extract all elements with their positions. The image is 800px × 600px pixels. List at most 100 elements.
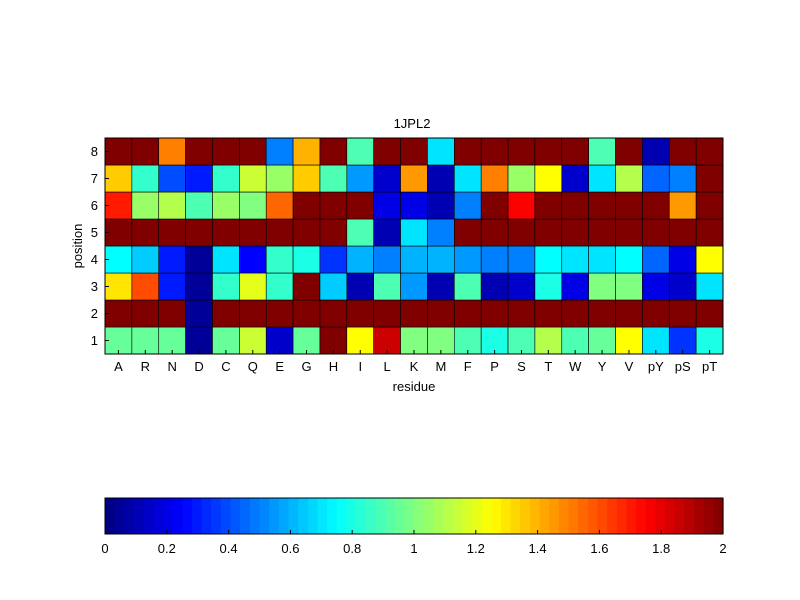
colorbar-swatch: [278, 498, 290, 534]
heatmap-cell-N-1: [158, 326, 186, 355]
colorbar-tick-label: 1.6: [590, 541, 608, 556]
colorbar-swatch: [336, 498, 348, 534]
heatmap-cell-Y-2: [588, 299, 616, 328]
heatmap-cell-V-6: [615, 191, 643, 220]
heatmap-cell-Q-8: [239, 137, 267, 166]
heatmap-cell-S-5: [507, 218, 536, 247]
y-tick-label-8: 8: [91, 144, 98, 159]
x-tick-label-L: L: [384, 359, 391, 374]
colorbar-swatch: [597, 498, 608, 534]
colorbar-swatch: [249, 498, 261, 534]
heatmap-cell-K-5: [400, 218, 428, 247]
heatmap-cell-pS-3: [668, 272, 697, 301]
heatmap-cell-T-2: [534, 299, 563, 328]
heatmap-cell-F-2: [453, 299, 482, 328]
heatmap-cell-pY-4: [642, 245, 670, 274]
heatmap-cell-W-3: [561, 272, 589, 301]
heatmap-cell-W-2: [561, 299, 589, 328]
colorbar-swatch: [394, 498, 405, 534]
colorbar-swatch: [182, 498, 193, 534]
heatmap-cell-T-1: [534, 326, 563, 355]
colorbar-swatch: [471, 498, 483, 534]
heatmap-cell-M-2: [427, 299, 455, 328]
heatmap-cell-N-7: [158, 164, 186, 193]
x-tick-label-W: W: [569, 359, 582, 374]
heatmap-cell-F-7: [453, 164, 482, 193]
heatmap-cell-pT-6: [695, 191, 724, 220]
colorbar-swatch: [607, 498, 618, 534]
heatmap-cell-N-2: [158, 299, 186, 328]
colorbar-swatch: [230, 498, 241, 534]
heatmap-cell-D-7: [185, 164, 213, 193]
heatmap-cell-V-3: [615, 272, 643, 301]
colorbar-swatch: [568, 498, 579, 534]
heatmap-cell-E-8: [265, 137, 294, 166]
colorbar-swatch: [655, 498, 666, 534]
heatmap-cell-S-4: [507, 245, 536, 274]
colorbar-swatch: [558, 498, 570, 534]
heatmap-cell-C-2: [212, 299, 240, 328]
colorbar-swatch: [626, 498, 637, 534]
heatmap-cell-R-8: [131, 137, 160, 166]
x-axis-label: residue: [393, 379, 436, 394]
heatmap-cell-S-7: [507, 164, 536, 193]
heatmap-cell-V-5: [615, 218, 643, 247]
colorbar-swatch: [462, 498, 473, 534]
colorbar-tick-label: 0.2: [158, 541, 176, 556]
colorbar-swatch: [452, 498, 463, 534]
heatmap-cell-E-3: [265, 272, 294, 301]
colorbar-swatch: [327, 498, 338, 534]
heatmap-cell-G-2: [292, 299, 321, 328]
colorbar-swatch: [404, 498, 415, 534]
heatmap-cell-K-6: [400, 191, 428, 220]
heatmap-cell-L-3: [373, 272, 401, 301]
colorbar-swatch: [211, 498, 222, 534]
heatmap-cell-M-4: [427, 245, 455, 274]
heatmap-cell-pS-6: [668, 191, 697, 220]
x-tick-label-V: V: [625, 359, 634, 374]
heatmap-cell-I-4: [346, 245, 374, 274]
heatmap-cell-E-7: [265, 164, 294, 193]
colorbar-swatch: [616, 498, 628, 534]
y-tick-label-4: 4: [91, 252, 98, 267]
heatmap-cell-C-4: [212, 245, 240, 274]
heatmap-cell-Q-6: [239, 191, 267, 220]
heatmap-cell-D-3: [185, 272, 213, 301]
colorbar-swatch: [298, 498, 309, 534]
y-tick-label-5: 5: [91, 225, 98, 240]
heatmap-cell-pY-8: [642, 137, 670, 166]
colorbar-tick-label: 0.8: [343, 541, 361, 556]
heatmap-cell-S-6: [507, 191, 536, 220]
heatmap-cell-G-3: [292, 272, 321, 301]
colorbar-swatch: [713, 498, 724, 534]
colorbar-swatch: [694, 498, 705, 534]
heatmap-cell-N-5: [158, 218, 186, 247]
heatmap-cell-K-4: [400, 245, 428, 274]
heatmap-cell-A-4: [104, 245, 133, 274]
heatmap-cell-R-6: [131, 191, 160, 220]
heatmap-cell-R-5: [131, 218, 160, 247]
colorbar-swatch: [201, 498, 212, 534]
heatmap-cell-R-4: [131, 245, 160, 274]
x-tick-label-T: T: [544, 359, 552, 374]
heatmap-cell-S-1: [507, 326, 536, 355]
colorbar-swatch: [114, 498, 125, 534]
colorbar-swatch: [172, 498, 183, 534]
heatmap-cell-L-5: [373, 218, 401, 247]
heatmap-cell-A-5: [104, 218, 133, 247]
heatmap-cell-L-7: [373, 164, 401, 193]
colorbar: [105, 498, 724, 534]
x-tick-label-pS: pS: [675, 359, 691, 374]
heatmap-cell-pS-5: [668, 218, 697, 247]
heatmap-cell-F-4: [453, 245, 482, 274]
colorbar-swatch: [153, 498, 164, 534]
heatmap-cell-F-1: [453, 326, 482, 355]
heatmap-cells: [104, 137, 724, 355]
colorbar-tick-label: 1.8: [652, 541, 670, 556]
heatmap-cell-V-2: [615, 299, 643, 328]
colorbar-swatch: [442, 498, 454, 534]
heatmap-cell-pS-2: [668, 299, 697, 328]
heatmap-cell-M-6: [427, 191, 455, 220]
x-tick-label-P: P: [490, 359, 499, 374]
